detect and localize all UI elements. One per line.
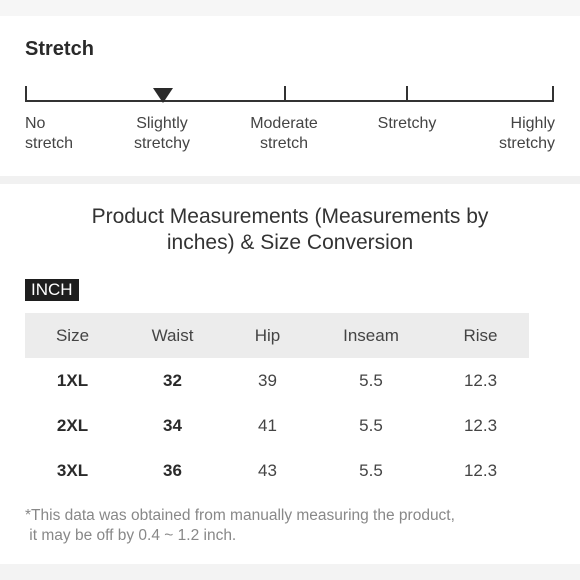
- scale-label-line: Stretchy: [377, 115, 437, 132]
- table-row: 1XL 32 39 5.5 12.3: [25, 358, 529, 403]
- cell-inseam: 5.5: [359, 460, 383, 480]
- size-table: Size Waist Hip Inseam Rise 1XL 32 39 5.5…: [25, 313, 529, 493]
- cell-hip: 43: [258, 460, 277, 480]
- cell-waist: 36: [163, 460, 182, 480]
- cell-inseam: 5.5: [359, 370, 383, 390]
- scale-label-line: Slightly: [136, 115, 188, 132]
- note-line: *This data was obtained from manually me…: [25, 507, 455, 524]
- selected-level-marker: [153, 88, 173, 103]
- scale-label-highly-stretchy: Highly stretchy: [465, 114, 555, 154]
- scale-label-no-stretch: No stretch: [25, 114, 115, 154]
- measurements-heading: Product Measurements (Measurements by in…: [40, 204, 540, 256]
- cell-rise: 12.3: [463, 370, 498, 390]
- scale-label-slightly-stretchy: Slightly stretchy: [117, 114, 207, 154]
- scale-label-line: stretch: [259, 135, 308, 152]
- note-line: it may be off by 0.4 ~ 1.2 inch.: [25, 527, 237, 544]
- cell-rise: 12.3: [463, 460, 498, 480]
- stretch-scale-line: [25, 100, 554, 102]
- scale-label-line: Highly: [510, 115, 555, 132]
- cell-size: 3XL: [56, 460, 89, 480]
- column-header-waist: Waist: [151, 325, 194, 345]
- scale-tick: [25, 86, 27, 100]
- top-strip: [0, 0, 580, 16]
- measurements-panel: Product Measurements (Measurements by in…: [0, 184, 580, 564]
- cell-size: 2XL: [56, 415, 89, 435]
- table-header-row: Size Waist Hip Inseam Rise: [25, 313, 529, 358]
- stretch-title: Stretch: [25, 38, 94, 60]
- cell-size: 1XL: [56, 370, 89, 390]
- cell-hip: 39: [258, 370, 277, 390]
- column-header-hip: Hip: [254, 325, 281, 345]
- heading-line: inches) & Size Conversion: [166, 231, 414, 254]
- unit-badge: INCH: [25, 279, 79, 301]
- scale-tick: [284, 86, 286, 100]
- scale-label-line: stretchy: [498, 135, 555, 152]
- scale-label-line: Moderate: [250, 115, 318, 132]
- column-header-size: Size: [55, 325, 90, 345]
- measurement-disclaimer: *This data was obtained from manually me…: [25, 506, 555, 546]
- scale-label-moderate-stretch: Moderate stretch: [239, 114, 329, 154]
- section-divider: [0, 176, 580, 184]
- cell-inseam: 5.5: [359, 415, 383, 435]
- bottom-strip: [0, 564, 580, 580]
- scale-label-line: stretch: [25, 135, 74, 152]
- cell-hip: 41: [258, 415, 277, 435]
- cell-rise: 12.3: [463, 415, 498, 435]
- scale-label-line: No: [25, 115, 46, 132]
- column-header-rise: Rise: [463, 325, 498, 345]
- heading-line: Product Measurements (Measurements by: [91, 205, 489, 228]
- table-row: 2XL 34 41 5.5 12.3: [25, 403, 529, 448]
- scale-tick: [406, 86, 408, 100]
- scale-label-stretchy: Stretchy: [362, 114, 452, 134]
- table-row: 3XL 36 43 5.5 12.3: [25, 448, 529, 493]
- cell-waist: 32: [163, 370, 182, 390]
- scale-tick: [552, 86, 554, 100]
- stretch-panel: Stretch No stretch Slightly stretchy Mod…: [0, 16, 580, 176]
- scale-label-line: stretchy: [133, 135, 190, 152]
- cell-waist: 34: [163, 415, 182, 435]
- column-header-inseam: Inseam: [343, 325, 399, 345]
